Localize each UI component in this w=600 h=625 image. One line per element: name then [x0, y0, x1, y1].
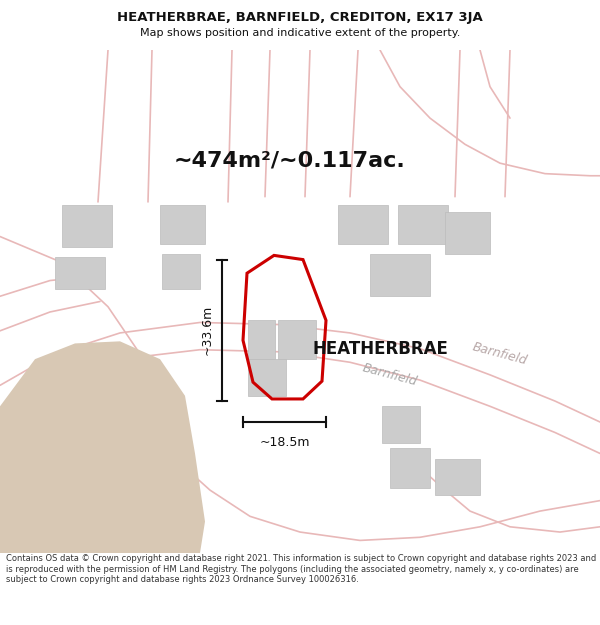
Polygon shape	[55, 258, 105, 289]
Text: ~18.5m: ~18.5m	[259, 436, 310, 449]
Text: Barnfield: Barnfield	[471, 341, 529, 367]
Polygon shape	[0, 341, 205, 553]
Polygon shape	[160, 205, 205, 244]
Text: ~33.6m: ~33.6m	[201, 305, 214, 356]
Text: Contains OS data © Crown copyright and database right 2021. This information is : Contains OS data © Crown copyright and d…	[6, 554, 596, 584]
Text: Barnfield: Barnfield	[361, 361, 419, 388]
Polygon shape	[248, 359, 286, 396]
Polygon shape	[382, 406, 420, 443]
Polygon shape	[435, 459, 480, 496]
Polygon shape	[278, 321, 316, 359]
Polygon shape	[390, 448, 430, 488]
Text: HEATHERBRAE: HEATHERBRAE	[312, 339, 448, 357]
Text: Map shows position and indicative extent of the property.: Map shows position and indicative extent…	[140, 28, 460, 38]
Polygon shape	[370, 254, 430, 296]
Polygon shape	[62, 205, 112, 247]
Polygon shape	[248, 321, 275, 359]
Polygon shape	[338, 205, 388, 244]
Polygon shape	[398, 205, 448, 244]
Polygon shape	[162, 254, 200, 289]
Polygon shape	[445, 213, 490, 254]
Text: HEATHERBRAE, BARNFIELD, CREDITON, EX17 3JA: HEATHERBRAE, BARNFIELD, CREDITON, EX17 3…	[117, 11, 483, 24]
Text: ~474m²/~0.117ac.: ~474m²/~0.117ac.	[174, 150, 406, 170]
